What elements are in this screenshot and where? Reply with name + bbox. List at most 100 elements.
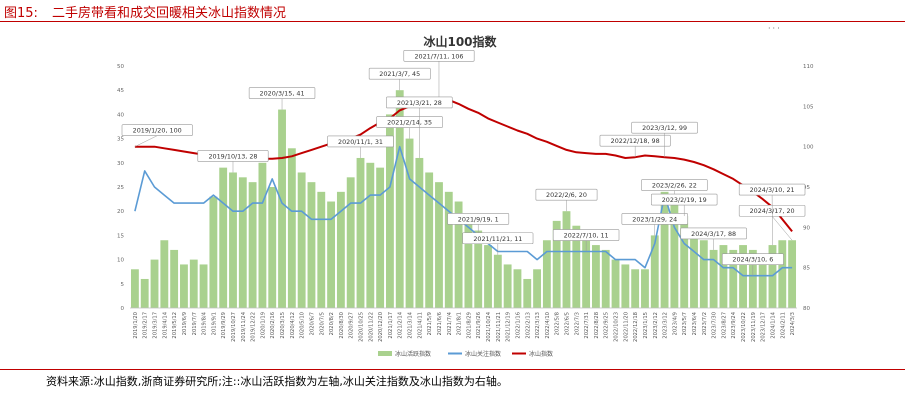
x-tick-label: 2020/8/2 [329, 312, 335, 335]
x-tick-label: 2020/10/25 [359, 312, 365, 342]
activity-bar [170, 249, 179, 308]
x-tick-label: 2022/8/28 [594, 312, 600, 339]
right-tick-label: 95 [803, 185, 810, 191]
x-tick-label: 2022/1/16 [515, 312, 521, 339]
x-tick-label: 2021/7/4 [447, 311, 453, 335]
activity-bar [366, 162, 375, 308]
x-tick-label: 2022/12/18 [633, 312, 639, 342]
activity-bar [768, 245, 777, 308]
activity-bar [307, 182, 316, 308]
activity-bar [160, 240, 169, 308]
left-tick-label: 25 [117, 185, 124, 191]
activity-bar [503, 264, 512, 308]
figure-title: 图15: 二手房带看和成交回暖相关冰山指数情况 [4, 2, 286, 21]
x-tick-label: 2022/10/23 [614, 312, 620, 342]
activity-bar [601, 249, 610, 308]
annotation-label: 2022/7/10, 11 [564, 232, 609, 240]
activity-bar [699, 240, 708, 308]
activity-bar [641, 269, 649, 308]
x-tick-label: 2021/9/26 [476, 312, 482, 339]
activity-bar [552, 220, 561, 308]
x-tick-label: 2023/4/9 [672, 312, 678, 335]
x-tick-label: 2020/8/30 [339, 312, 345, 339]
activity-bar [405, 138, 414, 308]
activity-bar [376, 167, 385, 308]
right-tick-label: 105 [803, 104, 814, 110]
x-tick-label: 2022/7/3 [574, 312, 580, 335]
activity-bar [582, 230, 591, 308]
x-tick-label: 2019/6/9 [182, 312, 188, 335]
x-tick-label: 2022/5/8 [555, 312, 561, 335]
activity-bar [562, 211, 571, 308]
x-tick-label: 2022/3/13 [535, 312, 541, 339]
activity-bar [199, 264, 208, 308]
activity-bar [660, 191, 669, 308]
activity-bar [611, 259, 620, 308]
x-tick-label: 2023/7/30 [712, 312, 718, 339]
x-tick-label: 2021/5/9 [427, 312, 433, 335]
legend-entry: 冰山关注指数 [465, 350, 501, 358]
activity-bar [680, 216, 689, 308]
annotation-label: 2024/3/17, 88 [691, 230, 736, 238]
x-tick-label: 2023/8/27 [721, 312, 727, 339]
activity-bar [287, 148, 296, 308]
activity-bar [484, 245, 492, 308]
x-tick-label: 2019/9/29 [221, 312, 227, 339]
annotation-box [121, 124, 193, 136]
x-tick-label: 2021/11/21 [496, 312, 502, 342]
activity-bar [690, 230, 698, 308]
chart-legend: 冰山活跃指数 冰山关注指数 冰山指数 [378, 350, 553, 358]
x-tick-label: 2019/10/27 [231, 312, 237, 342]
activity-bar [317, 191, 326, 308]
x-tick-label: 2021/6/6 [437, 312, 443, 335]
x-tick-label: 2019/8/4 [202, 311, 208, 335]
left-tick-label: 40 [117, 112, 124, 118]
annotation-label: 2023/3/12, 99 [642, 124, 687, 132]
annotation-label: 2023/2/26, 22 [652, 182, 697, 190]
x-tick-label: 2023/3/12 [663, 312, 669, 339]
annotation-box [386, 96, 453, 109]
x-tick-label: 2022/2/13 [525, 312, 531, 339]
activity-bar [533, 269, 541, 308]
activity-bar [493, 254, 502, 308]
annotation-label: 2021/3/21, 28 [397, 99, 442, 107]
annotation-box [641, 179, 708, 191]
activity-bar [356, 157, 365, 308]
x-tick-label: 2021/8/1 [457, 312, 463, 335]
annotation-box [368, 67, 431, 80]
x-tick-label: 2020/6/7 [310, 312, 316, 335]
x-tick-label: 2024/3/3 [790, 312, 796, 335]
left-tick-label: 0 [121, 306, 125, 312]
x-tick-label: 2019/2/17 [143, 312, 149, 339]
annotation-label: 2022/12/18, 98 [611, 137, 660, 145]
activity-bar [650, 235, 659, 308]
activity-bar [778, 240, 787, 308]
bottom-divider [0, 369, 905, 370]
legend-swatch-activity [378, 351, 392, 356]
activity-bar [435, 182, 443, 308]
x-tick-label: 2020/3/15 [280, 312, 286, 339]
activity-bar [395, 90, 404, 308]
x-tick-label: 2019/4/14 [162, 311, 168, 338]
axes-layer: 0 5 10 15 20 25 30 35 40 45 50 80 85 90 95 100 105 110 201… [117, 64, 814, 342]
x-tick-label: 2019/1/20 [133, 312, 139, 339]
x-tick-label: 2023/11/19 [751, 312, 757, 342]
activity-bar [444, 191, 453, 308]
x-tick-label: 2021/8/29 [466, 312, 472, 339]
activity-bar [150, 259, 159, 308]
activity-bar [591, 245, 600, 308]
chart-title: 冰山100指数 [423, 34, 497, 49]
activity-bar [542, 240, 551, 308]
x-tick-label: 2024/2/11 [780, 312, 786, 339]
x-tick-label: 2019/9/1 [211, 312, 217, 335]
activity-bar [327, 201, 336, 308]
x-tick-label: 2022/11/20 [623, 312, 629, 342]
x-tick-label: 2021/3/14 [408, 311, 414, 338]
figure-label: 图15: [4, 6, 38, 21]
activity-bar [229, 172, 237, 308]
activity-bar [209, 196, 218, 308]
activity-bar [513, 269, 522, 308]
x-tick-label: 2020/1/19 [260, 312, 266, 339]
activity-bar [758, 254, 767, 308]
activity-bar [140, 278, 149, 308]
